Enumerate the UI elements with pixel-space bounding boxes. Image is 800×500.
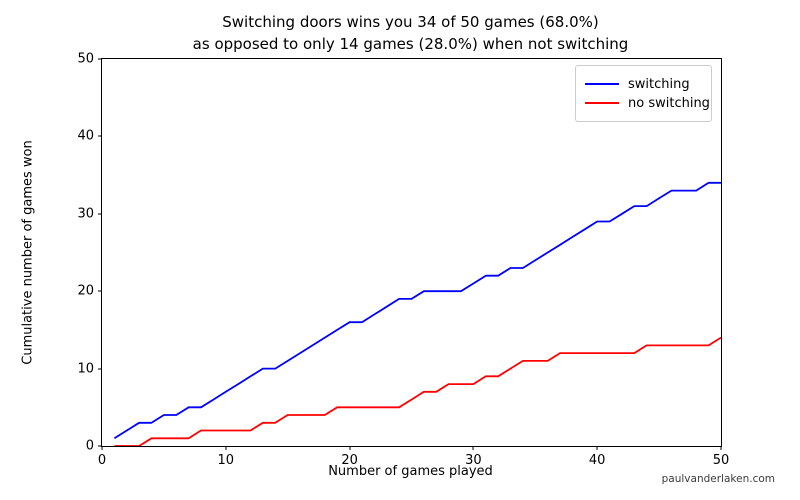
x-tick-mark (472, 446, 474, 450)
x-axis-label: Number of games played (328, 464, 493, 479)
chart-title-line2: as opposed to only 14 games (28.0%) when… (192, 35, 629, 53)
legend-item-switching: switching (585, 76, 701, 92)
y-tick-mark (98, 135, 102, 137)
watermark: paulvanderlaken.com (661, 473, 775, 485)
x-tick-label: 40 (588, 453, 606, 468)
x-tick-label: 50 (712, 453, 730, 468)
y-tick-mark (98, 445, 102, 447)
switching-line (113, 181, 721, 440)
x-tick-label: 20 (341, 453, 358, 468)
y-tick-mark (98, 290, 102, 292)
x-tick-mark (349, 446, 351, 450)
x-tick-label: 30 (465, 453, 482, 468)
x-tick-mark (596, 446, 598, 450)
y-tick-label: 40 (77, 128, 94, 144)
x-tick-mark (101, 446, 103, 450)
legend: switching no switching (575, 65, 712, 122)
x-tick-label: 10 (217, 453, 235, 468)
y-tick-label: 0 (85, 438, 94, 454)
x-tick-label: 0 (97, 453, 107, 468)
x-tick-mark (225, 446, 227, 450)
chart-canvas (113, 181, 721, 446)
y-axis-label: Cumulative number of games won (20, 140, 36, 365)
y-tick-label: 10 (77, 361, 94, 377)
y-tick-mark (98, 58, 102, 60)
y-tick-label: 20 (77, 283, 94, 299)
chart-title-line1: Switching doors wins you 34 of 50 games … (222, 13, 599, 31)
y-tick-label: 30 (77, 206, 94, 222)
switching-line-swatch (585, 83, 619, 85)
x-tick-mark (720, 446, 722, 450)
plot-area: 0 10 20 30 40 50 0 10 20 30 40 50 (77, 52, 729, 469)
y-tick-mark (98, 213, 102, 215)
chart-title: Switching doors wins you 34 of 50 games … (101, 11, 720, 55)
y-tick-mark (98, 368, 102, 370)
no-switching-line-swatch (585, 102, 619, 104)
y-tick-label: 50 (77, 51, 94, 67)
legend-label: switching (628, 76, 690, 92)
legend-label: no switching (628, 95, 710, 111)
no-switching-line (114, 336, 721, 446)
legend-item-no-switching: no switching (585, 95, 710, 111)
